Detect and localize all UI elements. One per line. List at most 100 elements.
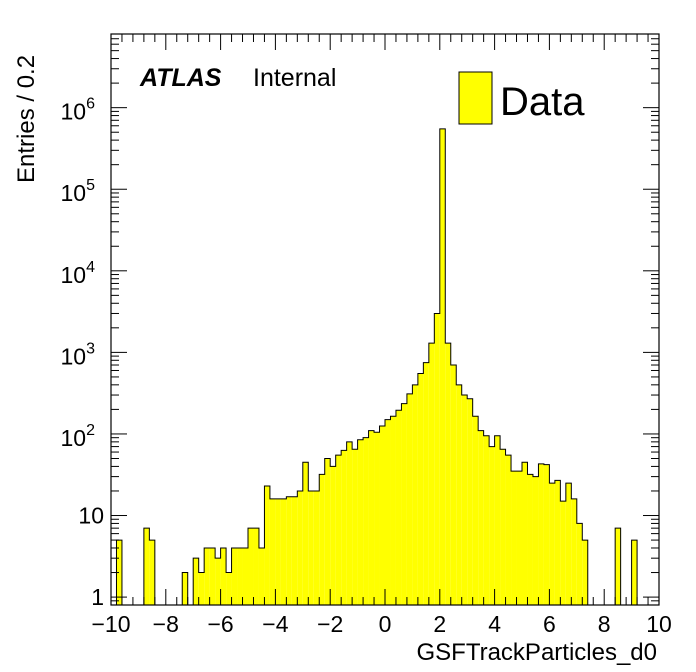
histogram-bin — [472, 416, 479, 605]
histogram-bin — [237, 547, 243, 605]
histogram-bin — [406, 393, 413, 605]
x-tick-label: −8 — [153, 611, 179, 637]
legend-label-data: Data — [500, 80, 585, 124]
histogram-bin — [231, 547, 238, 605]
histogram-bin — [286, 496, 292, 605]
x-tick-label: −2 — [317, 611, 343, 637]
histogram-bin — [308, 490, 314, 605]
axis-ticks — [110, 33, 660, 606]
y-tick-label: 103 — [61, 340, 96, 369]
histogram-bin — [330, 466, 336, 605]
histogram-bin — [511, 471, 517, 605]
histogram-bin — [615, 528, 621, 605]
histogram-bin — [532, 476, 539, 605]
histogram-bin — [324, 458, 331, 605]
y-tick-label: 102 — [61, 422, 96, 451]
histogram-bin — [379, 426, 385, 605]
x-tick-label: 4 — [488, 611, 501, 637]
histogram-bin — [204, 547, 210, 605]
histogram-bin — [401, 403, 407, 605]
histogram-bin — [478, 430, 484, 605]
histogram-bin — [193, 558, 199, 605]
histogram-bin — [269, 498, 276, 605]
histogram-bin — [275, 498, 281, 605]
histogram-bin — [226, 572, 232, 605]
histogram-bin — [412, 384, 418, 605]
histogram-bin — [527, 474, 533, 605]
x-axis-title: GSFTrackParticles_d0 — [416, 639, 657, 666]
histogram-bin — [341, 450, 347, 605]
y-tick-labels: 1 10 102 103 104 105 106 — [61, 96, 105, 610]
histogram-bin — [264, 486, 270, 605]
histogram-bin — [313, 490, 320, 605]
x-tick-label: −4 — [262, 611, 288, 637]
histogram-bin — [428, 343, 435, 605]
histogram-bin — [352, 449, 358, 605]
histogram-bin — [198, 572, 205, 605]
histogram-bin — [385, 419, 391, 605]
y-tick-label: 104 — [61, 259, 96, 288]
y-tick-label: 10 — [78, 503, 104, 529]
histogram-bin — [319, 474, 325, 605]
histogram-bin — [516, 471, 522, 605]
histogram-bin — [248, 528, 254, 605]
histogram-bin — [456, 384, 462, 605]
histogram-bin — [489, 446, 495, 605]
histogram-bin — [390, 416, 396, 605]
histogram-bin — [467, 398, 473, 605]
x-tick-label: 6 — [543, 611, 556, 637]
histogram-bin — [434, 313, 440, 605]
histogram-bin — [554, 480, 561, 605]
x-tick-labels: −10 −8 −6 −4 −2 0 2 4 6 8 10 — [91, 611, 671, 637]
histogram-bin — [363, 437, 369, 605]
histogram-bin — [417, 373, 424, 605]
histogram-bin — [395, 410, 402, 605]
histogram-bin — [483, 435, 490, 605]
histogram-bin — [582, 540, 588, 605]
histogram-bin — [543, 464, 550, 605]
x-tick-label: −10 — [91, 611, 130, 637]
histogram-bin — [631, 540, 638, 605]
histogram-outline — [115, 128, 638, 605]
histogram-bin — [538, 463, 544, 605]
legend-swatch-data — [458, 71, 493, 125]
histogram-bin — [357, 439, 364, 605]
histogram-bin — [302, 462, 309, 605]
histogram-bin — [505, 455, 512, 605]
histogram-bin — [253, 528, 259, 605]
histogram-bin — [522, 462, 528, 605]
histogram-bin — [297, 490, 303, 605]
histogram-bin — [445, 343, 451, 605]
histogram-bin — [439, 128, 446, 605]
histogram-bin — [346, 441, 353, 605]
atlas-label: ATLAS — [139, 64, 222, 92]
histogram-bin — [374, 432, 380, 605]
x-tick-label: 0 — [379, 611, 392, 637]
histogram-bin — [461, 395, 468, 605]
x-tick-label: −6 — [207, 611, 233, 637]
histogram-bin — [143, 528, 150, 605]
histogram-bin — [423, 362, 429, 605]
internal-label: Internal — [253, 64, 336, 92]
y-tick-label: 105 — [61, 177, 96, 206]
histogram-bin — [368, 430, 375, 605]
histogram-bin — [560, 501, 566, 605]
histogram-bin — [549, 483, 555, 605]
histogram-bin — [450, 365, 457, 605]
histogram-bin — [571, 498, 577, 605]
histogram-bin — [565, 483, 572, 605]
histogram-bin — [149, 540, 155, 605]
histogram-bin — [242, 547, 248, 605]
histogram-bin — [500, 449, 506, 605]
histogram-bin — [335, 455, 342, 605]
histogram-bin — [116, 540, 122, 605]
histogram-bin — [280, 498, 287, 605]
y-axis-title: Entries / 0.2 — [13, 55, 40, 183]
x-tick-label: 2 — [433, 611, 446, 637]
histogram-bin — [494, 435, 501, 605]
histogram-bin — [576, 523, 583, 605]
histogram-bin — [291, 496, 298, 605]
histogram-bin — [215, 558, 221, 605]
y-tick-label: 106 — [61, 96, 96, 125]
x-tick-label: 10 — [646, 611, 672, 637]
